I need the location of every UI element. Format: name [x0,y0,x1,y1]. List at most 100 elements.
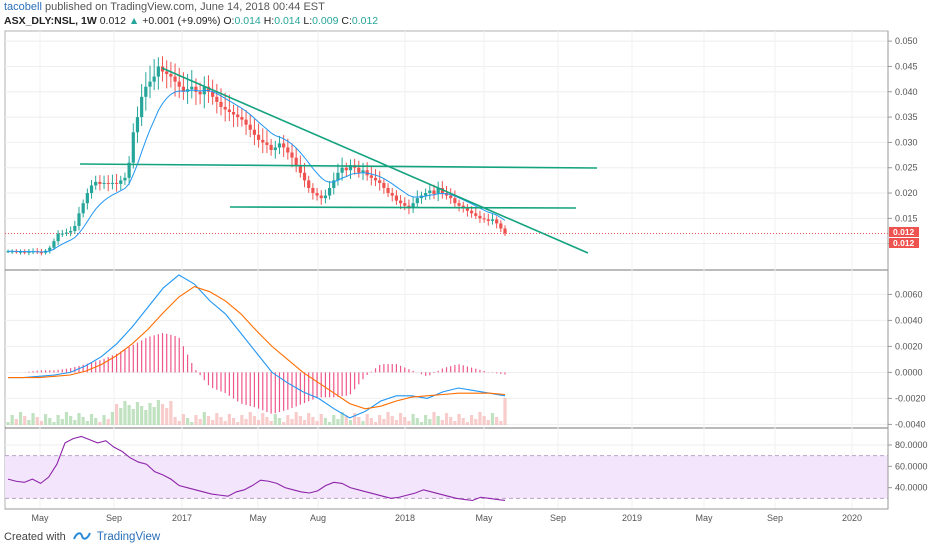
candle-body [474,213,478,216]
tradingview-link[interactable]: TradingView [96,531,161,543]
volume-bar [469,415,474,425]
volume-bar [294,412,298,425]
candle-body [211,91,215,97]
price-tag-box [889,227,919,237]
candle-body [69,231,73,233]
volume-bar [457,414,461,425]
rsi-band-fill [5,455,888,499]
volume-bar [244,419,248,425]
candle-body [286,147,290,153]
candle-body [127,162,131,178]
candle-body [102,182,106,184]
volume-bar [102,415,106,425]
footer: Created with TradingView [4,530,160,544]
volume-bar [327,422,332,425]
candle-body [398,200,403,204]
candle-body [110,182,115,184]
candle-body [131,132,135,163]
volume-bar [219,417,223,425]
candle-body [415,198,419,204]
candle-body [327,187,332,196]
volume-bar [290,419,294,425]
candle-body [369,175,373,178]
symbol-label[interactable]: ASX_DLY:NSL, 1W [4,15,97,27]
volume-bar [81,417,85,425]
close-label: C: [341,15,352,27]
time-axis[interactable]: May Sep 2017 May Aug 2018 May Sep 2019 May Sep 2020 [5,31,889,523]
candle-body [277,143,282,148]
candle-body [457,203,461,206]
volume-bar [499,421,503,425]
rsi-line [7,435,506,502]
symbol-legend: ASX_DLY:NSL, 1W 0.012 ▲ +0.001 (+9.09%) … [4,15,378,28]
volume-bar [23,416,27,425]
y-tick-label: 0.050 [895,36,918,46]
volume-bar [240,415,244,425]
volume-bar [169,401,173,425]
open-label: O: [223,15,235,27]
volume-bar [394,420,399,425]
volume-bar [123,401,127,425]
candle-body [336,172,340,181]
candle-body [436,187,440,195]
macd-line [8,274,506,419]
drawn-trendlines[interactable] [79,67,598,254]
volume-bar [215,413,219,425]
candle-body [135,117,140,133]
volume-bar [165,408,169,425]
candle-body [361,170,365,173]
candle-body [252,129,257,135]
price-candles[interactable] [6,56,507,256]
candle-body [169,74,173,77]
volume-bar [365,414,369,425]
candle-body [236,114,240,118]
candle-body [315,193,319,196]
candle-body [486,219,490,221]
volume-bar [194,415,198,425]
author-link[interactable]: tacobell [4,1,42,13]
candle-body [465,208,470,211]
volume-bar [144,410,148,425]
candle-body [386,187,390,194]
candle-body [106,182,110,184]
volume-bar [231,418,236,425]
volume-bar [478,412,482,425]
volume-bar [269,421,273,425]
y-tick-label: 0.030 [895,137,918,147]
y-tick-label: 40.0000 [895,483,928,493]
y-tick-label: 0.045 [895,61,918,71]
candle-body [190,86,194,90]
price-change: +0.001 (+9.09%) [142,15,221,27]
volume-bar [432,412,436,425]
volume-bar [31,413,35,425]
volume-bar [386,412,390,425]
volume-bar [148,403,152,425]
volume-bar [198,419,202,425]
up-triangle-icon: ▲ [128,15,140,27]
candle-body [18,251,23,253]
candle-body [94,181,98,186]
volume-bar [277,418,282,425]
y-tick-label: -0.0020 [895,393,926,403]
descending-trendline [161,67,589,254]
volume-bar [43,414,48,425]
y-tick-label: 60.0000 [895,461,928,471]
price-axis[interactable]: 0.050 0.045 0.040 0.035 0.030 0.025 0.020 0.015… [888,36,928,493]
volume-bar [135,402,140,425]
volume-bar [286,415,290,425]
x-tick-label: Aug [310,513,326,523]
candle-body [27,251,31,253]
created-with-text: Created with [4,531,66,543]
volume-bar [361,421,365,425]
volume-bar [398,413,403,425]
volume-bar [482,416,486,425]
volume-bar [282,422,286,425]
volume-bar [94,418,98,425]
volume-bar [127,405,131,425]
volume-bar [206,416,211,425]
candle-body [411,203,415,209]
volume-bar [403,417,407,425]
candle-body [206,86,211,92]
